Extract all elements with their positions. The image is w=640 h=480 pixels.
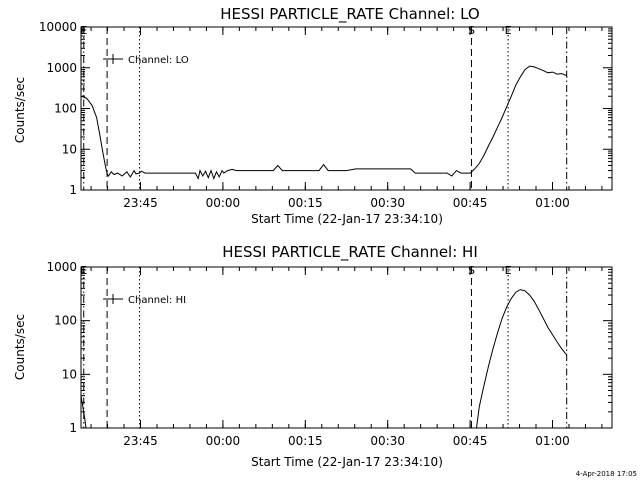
lo-marker-label: E <box>505 24 512 37</box>
hi-x-tick-label: 00:30 <box>370 434 405 448</box>
hi-x-tick-label: 23:45 <box>123 434 158 448</box>
hi-series-line <box>81 395 87 428</box>
footer-timestamp: 4-Apr-2018 17:05 <box>576 470 637 478</box>
hi-x-tick-label: 01:00 <box>535 434 570 448</box>
hi-y-axis-label: Counts/sec <box>13 314 27 380</box>
lo-series-line <box>81 65 568 181</box>
hi-plot-frame <box>80 266 613 429</box>
hi-y-tick-label: 1000 <box>46 260 77 274</box>
hi-y-tick-label: 100 <box>54 314 77 328</box>
lo-y-tick-label: 1000 <box>46 61 77 75</box>
hi-x-tick-label: 00:45 <box>453 434 488 448</box>
hi-marker-label: E <box>80 264 87 277</box>
hi-x-axis-label: Start Time (22-Jan-17 23:34:10) <box>251 455 443 469</box>
hi-channel-panel: HESSI PARTICLE_RATE Channel: HI Counts/s… <box>13 243 613 469</box>
lo-x-tick-label: 00:30 <box>370 196 405 210</box>
hi-legend-label: Channel: HI <box>128 295 186 306</box>
hi-chart-title: HESSI PARTICLE_RATE Channel: HI <box>222 243 478 262</box>
lo-legend-label: Channel: LO <box>128 55 189 66</box>
lo-marker-label: S <box>468 24 475 37</box>
lo-x-tick-label: 01:00 <box>535 196 570 210</box>
hi-y-tick-label: 1 <box>69 421 77 435</box>
lo-x-tick-label: 23:45 <box>123 196 158 210</box>
lo-y-tick-label: 100 <box>54 102 77 116</box>
lo-plot-frame <box>80 26 613 191</box>
hi-series-line <box>476 289 568 428</box>
hi-marker-label: E <box>505 264 512 277</box>
lo-x-tick-label: 00:45 <box>453 196 488 210</box>
lo-x-tick-label: 00:15 <box>288 196 323 210</box>
lo-y-tick-label: 1 <box>69 183 77 197</box>
hi-y-tick-label: 10 <box>62 367 77 381</box>
lo-chart-title: HESSI PARTICLE_RATE Channel: LO <box>220 5 479 24</box>
lo-y-tick-label: 10 <box>62 142 77 156</box>
lo-y-tick-label: 10000 <box>39 20 77 34</box>
lo-y-axis-label: Counts/sec <box>13 77 27 143</box>
hi-marker-label: S <box>468 264 475 277</box>
lo-channel-panel: HESSI PARTICLE_RATE Channel: LO Counts/s… <box>13 5 613 226</box>
lo-x-axis-label: Start Time (22-Jan-17 23:34:10) <box>251 212 443 226</box>
hi-x-tick-label: 00:00 <box>206 434 241 448</box>
lo-x-tick-label: 00:00 <box>206 196 241 210</box>
hi-x-tick-label: 00:15 <box>288 434 323 448</box>
lo-marker-label: E <box>80 24 87 37</box>
